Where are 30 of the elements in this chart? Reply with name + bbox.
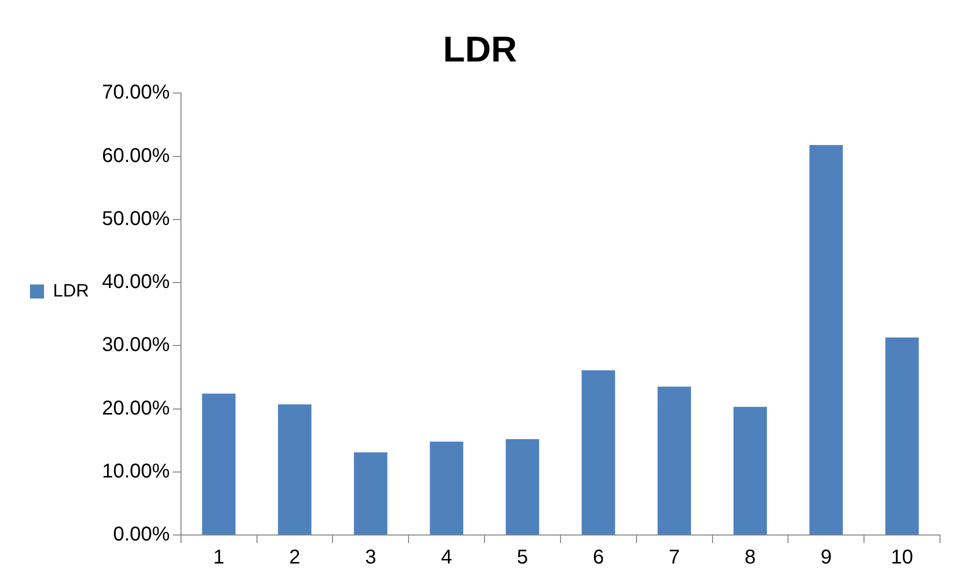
x-tick-label: 8 (744, 546, 756, 569)
y-tick-label: 50.00% (102, 208, 170, 230)
y-tick-label: 60.00% (102, 144, 170, 167)
bar (202, 394, 236, 534)
y-tick-label: 30.00% (102, 334, 170, 356)
y-tick-label: 0.00% (113, 524, 170, 546)
legend-label: LDR (53, 280, 90, 300)
chart-title: LDR (443, 28, 517, 70)
x-tick-label: 2 (289, 546, 300, 569)
x-tick-label: 10 (890, 546, 914, 569)
bar (809, 144, 843, 534)
x-tick-label: 1 (213, 546, 224, 569)
x-tick-label: 9 (820, 546, 832, 569)
y-tick-label: 40.00% (102, 271, 170, 294)
bar (734, 406, 767, 534)
x-tick-label: 4 (440, 546, 452, 569)
bar (430, 442, 464, 534)
bar (278, 404, 312, 534)
bar (582, 370, 616, 534)
y-tick-label: 10.00% (102, 460, 170, 482)
bar (354, 452, 388, 534)
x-tick-label: 6 (592, 546, 604, 569)
bar (658, 386, 691, 534)
y-tick-label: 20.00% (102, 397, 170, 420)
x-tick-label: 7 (668, 546, 680, 569)
y-tick-label: 70.00% (102, 82, 170, 104)
x-tick-label: 3 (365, 546, 376, 569)
x-tick-label: 5 (516, 546, 528, 569)
bar (506, 439, 540, 534)
bar (885, 337, 919, 534)
